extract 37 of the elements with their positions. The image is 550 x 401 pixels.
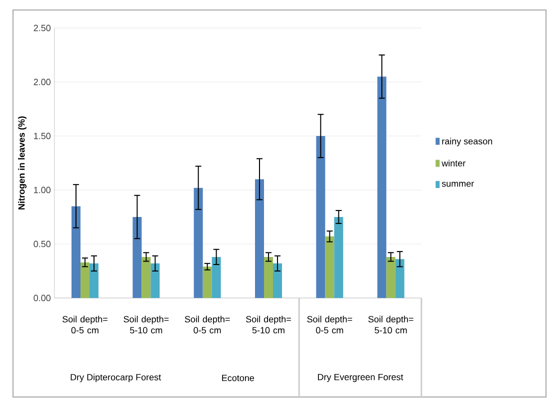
bar — [325, 236, 334, 298]
y-tick-label: 1.00 — [34, 186, 51, 194]
bar — [255, 179, 264, 298]
bar — [150, 263, 160, 298]
x-tick-label: Soil depth= 5-10 cm — [246, 316, 291, 334]
x-tick-label: Soil depth= 0-5 cm — [307, 316, 352, 334]
bar — [132, 216, 142, 298]
text: Ecotone — [222, 374, 254, 382]
y-tick-label: 2.50 — [34, 24, 51, 32]
y-axis-title: Nitrogen in leaves (%) — [18, 116, 27, 210]
y-tick-label: 0.50 — [34, 240, 51, 248]
legend-label: summer — [442, 182, 474, 187]
bar — [334, 216, 344, 298]
legend-label: winter — [442, 160, 466, 166]
bar — [395, 259, 404, 298]
bar — [316, 136, 326, 298]
legend-label: rainy season — [442, 138, 492, 146]
bar — [72, 206, 81, 298]
bar — [90, 263, 99, 298]
x-tick-label: Soil depth= 5-10 cm — [368, 316, 414, 334]
y-tick-label: 0.00 — [34, 294, 51, 302]
bar — [377, 76, 386, 298]
bar — [142, 256, 151, 298]
bar — [194, 188, 203, 298]
y-tick-label: 1.50 — [34, 132, 51, 140]
x-tick-label: Soil depth= 0-5 cm — [184, 316, 230, 334]
x-tick-label: Soil depth= 5-10 cm — [124, 316, 169, 334]
bar — [264, 256, 273, 298]
x-tick-label: Soil depth= 0-5 cm — [62, 316, 108, 334]
text: Dry Dipterocarp Forest — [70, 374, 162, 382]
bar — [386, 256, 396, 298]
bar — [273, 263, 282, 298]
text: Dry Evergreen Forest — [318, 374, 404, 382]
bar — [202, 266, 212, 298]
y-tick-label: 2.00 — [34, 78, 51, 86]
bar — [212, 256, 221, 298]
bar — [80, 262, 90, 298]
